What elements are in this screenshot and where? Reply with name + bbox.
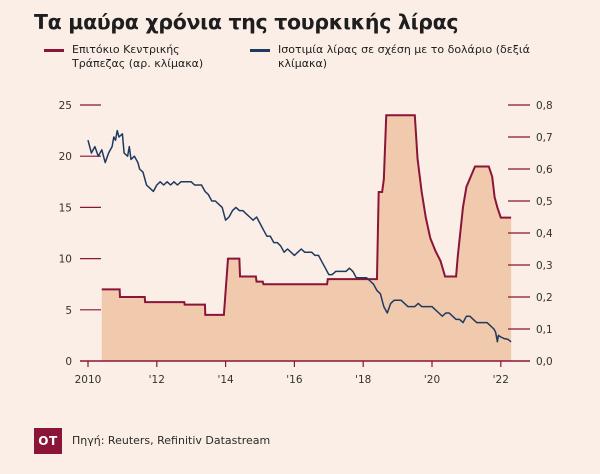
x-axis-tick-label: '16 bbox=[286, 374, 303, 386]
left-axis-tick-label: 10 bbox=[59, 254, 72, 266]
right-axis-tick-label: 0,2 bbox=[536, 292, 553, 304]
ot-logo: OT bbox=[34, 428, 62, 454]
chart-title: Τα μαύρα χρόνια της τουρκικής λίρας bbox=[34, 10, 459, 34]
interest-rate-line bbox=[101, 114, 512, 316]
right-axis-tick-label: 0,4 bbox=[536, 228, 553, 240]
interest-rate-area bbox=[101, 115, 512, 362]
left-axis-tick-label: 25 bbox=[59, 100, 72, 112]
legend-item-lira-rate: Ισοτιμία λίρας σε σχέση με το δολάριο (δ… bbox=[250, 43, 550, 71]
legend-swatch-interest-rate bbox=[44, 49, 64, 52]
left-axis-tick-label: 15 bbox=[59, 202, 72, 214]
lira-exchange-line bbox=[87, 129, 512, 343]
right-axis-tick-label: 0,6 bbox=[536, 164, 553, 176]
left-axis-tick-label: 0 bbox=[65, 356, 72, 368]
right-axis-tick-label: 0,3 bbox=[536, 260, 553, 272]
x-axis-tick-label: '22 bbox=[493, 374, 509, 386]
x-axis-tick-label: '14 bbox=[217, 374, 234, 386]
right-axis-tick-label: 0,5 bbox=[536, 196, 553, 208]
legend-label-lira-rate: Ισοτιμία λίρας σε σχέση με το δολάριο (δ… bbox=[278, 43, 530, 70]
x-axis-tick-label: '20 bbox=[424, 374, 440, 386]
right-axis-tick-label: 0,1 bbox=[536, 324, 553, 336]
right-axis-tick-label: 0,0 bbox=[536, 356, 553, 368]
right-axis-tick-label: 0,7 bbox=[536, 132, 553, 144]
x-axis-tick-label: '18 bbox=[355, 374, 371, 386]
left-axis-tick-label: 20 bbox=[59, 151, 72, 163]
left-axis-tick-label: 5 bbox=[65, 305, 72, 317]
right-axis-tick-label: 0,8 bbox=[536, 100, 553, 112]
legend-swatch-lira-rate bbox=[250, 49, 270, 52]
x-axis-tick-label: '12 bbox=[149, 374, 165, 386]
legend-label-interest-rate: Επιτόκιο Κεντρικής Τράπεζας (αρ. κλίμακα… bbox=[72, 43, 204, 70]
legend-item-interest-rate: Επιτόκιο Κεντρικής Τράπεζας (αρ. κλίμακα… bbox=[44, 43, 234, 71]
x-axis-tick-label: 2010 bbox=[75, 374, 102, 386]
source-note: Πηγή: Reuters, Refinitiv Datastream bbox=[72, 434, 271, 447]
